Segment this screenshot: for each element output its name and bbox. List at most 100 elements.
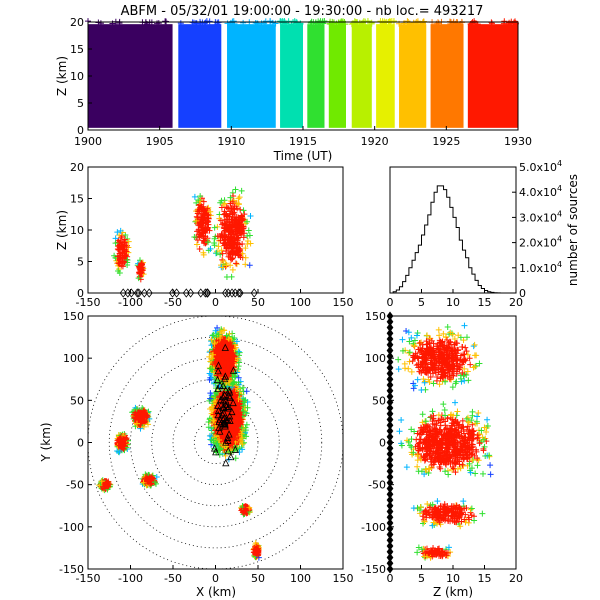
x-z-source-marker: [214, 233, 221, 240]
x-z-source-marker: [122, 232, 129, 239]
x-z-source-marker: [236, 252, 243, 259]
x-y-source-marker: [239, 446, 246, 453]
x-y-source-marker: [243, 421, 250, 428]
x-z-source-marker: [233, 260, 240, 267]
histogram-y-tick-label: 4.0x104: [519, 184, 562, 199]
time-source-marker: [162, 18, 169, 25]
time-band: [280, 24, 303, 128]
x-z-x-tick-label: -150: [76, 296, 101, 309]
time-band: [430, 24, 464, 128]
x-z-source-marker: [207, 245, 214, 252]
x-z-source-marker: [201, 215, 208, 222]
histogram-y-tick-label: 1.0x104: [519, 260, 562, 275]
histogram-ticks: 0 5 10 15 2001.0x1042.0x1043.0x1044.0x1045.0…: [387, 159, 563, 309]
x-z-source-marker: [225, 205, 232, 212]
time-source-marker: [359, 19, 366, 26]
histogram-y-tick-label: 2.0x104: [519, 235, 562, 250]
x-z-source-marker: [198, 232, 205, 239]
x-z-source-marker: [198, 211, 205, 218]
time-x-tick-label: 1930: [504, 135, 532, 148]
x-z-source-marker: [242, 261, 249, 268]
x-z-source-marker: [238, 212, 245, 219]
x-z-source-marker: [229, 266, 236, 273]
x-z-source-marker: [217, 234, 224, 241]
x-z-source-marker: [193, 217, 200, 224]
x-z-source-marker: [244, 232, 251, 239]
histogram-x-tick-label: 0: [387, 296, 394, 309]
time-source-marker: [283, 20, 290, 27]
x-z-x-tick-label: 100: [290, 296, 311, 309]
x-z-source-marker: [115, 267, 122, 274]
time-source-marker: [97, 20, 104, 27]
time-x-tick-label: 1905: [146, 135, 174, 148]
histogram-y-tick-exponent: 4: [557, 209, 562, 218]
time-band: [376, 24, 395, 128]
x-z-z-tick-label: 20: [70, 161, 84, 174]
histogram-y-tick-exponent: 4: [557, 235, 562, 244]
x-z-source-marker: [226, 208, 233, 215]
x-z-x-tick-label: 50: [251, 296, 265, 309]
x-z-source-marker: [114, 229, 121, 236]
time-axis-label: Time (UT): [273, 149, 333, 163]
x-z-source-marker: [236, 194, 243, 201]
time-x-tick-label: 1900: [74, 135, 102, 148]
time-z-tick-label: 10: [70, 70, 84, 83]
x-y-source-marker: [232, 455, 239, 462]
x-z-source-marker: [200, 208, 207, 215]
range-ring: [130, 357, 301, 528]
x-z-source-marker: [199, 222, 206, 229]
time-z-tick-label: 15: [70, 43, 84, 56]
time-z-tick-label: 0: [77, 124, 84, 137]
x-z-source-marker: [239, 223, 246, 230]
time-band: [351, 24, 372, 128]
x-z-x-tick-label: -50: [164, 296, 182, 309]
time-source-marker: [201, 20, 208, 27]
histogram-panel: 0 5 10 15 2001.0x1042.0x1043.0x1044.0x1045.0…: [387, 159, 581, 309]
time-band: [307, 24, 325, 128]
x-z-source-marker: [244, 218, 251, 225]
time-source-marker: [357, 20, 364, 27]
x-z-source-marker: [234, 231, 241, 238]
x-z-source-marker: [235, 195, 242, 202]
x-z-source-marker: [245, 227, 252, 234]
time-band: [178, 24, 222, 128]
x-z-source-marker: [221, 208, 228, 215]
x-z-source-marker: [229, 221, 236, 228]
time-band: [399, 24, 427, 128]
x-z-source-marker: [211, 240, 218, 247]
x-z-source-marker: [196, 202, 203, 209]
time-source-marker: [364, 18, 371, 25]
x-z-source-marker: [242, 245, 249, 252]
time-source-marker: [254, 20, 261, 27]
x-z-source-marker: [227, 194, 234, 201]
x-z-source-marker: [117, 243, 124, 250]
x-z-source-marker: [231, 236, 238, 243]
time-source-marker: [435, 20, 442, 27]
range-ring: [151, 378, 280, 507]
x-z-source-marker: [117, 252, 124, 259]
time-band: [227, 24, 276, 128]
x-z-x-tick-label: 150: [333, 296, 354, 309]
x-z-source-marker: [229, 251, 236, 258]
x-z-source-marker: [135, 275, 142, 282]
x-z-source-marker: [193, 241, 200, 248]
histogram-x-tick-label: 20: [509, 296, 523, 309]
histogram-x-tick-label: 10: [446, 296, 460, 309]
x-y-panel: -150 -100 -50 0 50 100 150-150-100-50050100150…: [39, 310, 354, 599]
x-z-source-marker: [115, 260, 122, 267]
x-z-source-marker: [195, 196, 202, 203]
time-source-marker: [240, 19, 247, 26]
time-panel-z-label: Z (km): [55, 56, 69, 96]
x-z-source-marker: [202, 238, 209, 245]
x-z-source-marker: [199, 206, 206, 213]
x-z-source-marker: [200, 198, 207, 205]
figure-title: ABFM - 05/32/01 19:00:00 - 19:30:00 - nb…: [121, 4, 484, 19]
x-z-source-marker: [226, 216, 233, 223]
x-z-z-tick-label: 5: [77, 256, 84, 269]
x-z-source-marker: [137, 262, 144, 269]
histogram-y-tick-label: 5.0x104: [519, 159, 562, 174]
x-z-source-marker: [218, 247, 225, 254]
